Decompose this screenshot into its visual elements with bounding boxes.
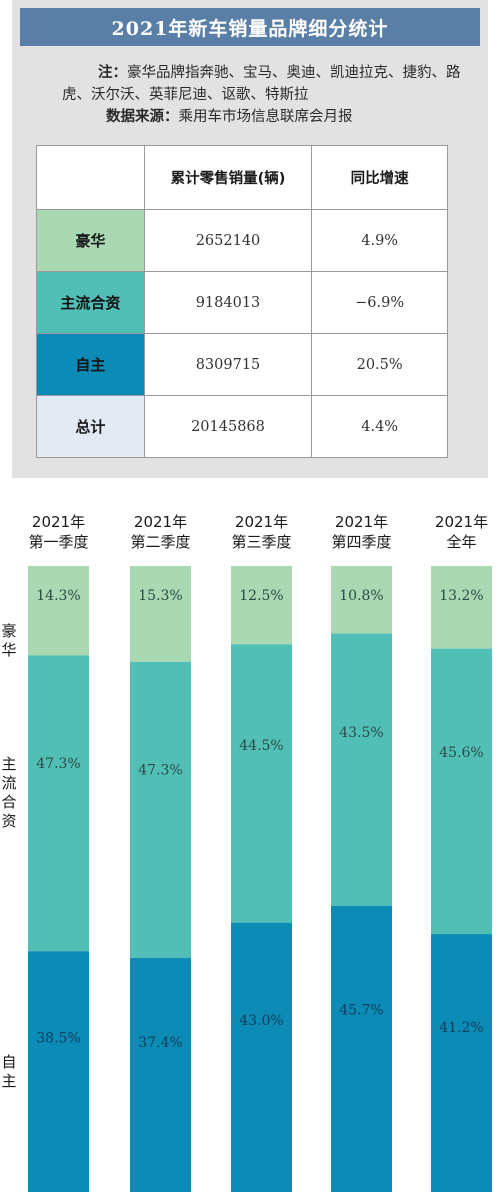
- table-row: 豪华 2652140 4.9%: [36, 209, 448, 272]
- category-label: 2021年 全年: [434, 513, 489, 551]
- table-cell-growth: 20.5%: [311, 333, 448, 396]
- bar-segment: [231, 644, 292, 923]
- category-label: 2021年 第三季度: [231, 513, 292, 551]
- table-cell-sales: 20145868: [143, 395, 313, 458]
- series-label: 主流合资: [1, 755, 17, 830]
- table-cell-sales: 2652140: [143, 209, 313, 272]
- data-label: 45.6%: [439, 745, 483, 761]
- bar-segment: [130, 661, 191, 958]
- page-title: 2021年新车销量品牌细分统计: [20, 8, 480, 46]
- data-label: 44.5%: [239, 738, 283, 754]
- source-label: 数据来源：: [106, 109, 179, 125]
- table-cell-growth: 4.9%: [311, 209, 448, 272]
- bar-segment: [130, 957, 191, 1192]
- data-label: 43.0%: [239, 1013, 283, 1029]
- note-text: 注：豪华品牌指奔驰、宝马、奥迪、凯迪拉克、捷豹、路虎、沃尔沃、英菲尼迪、讴歌、特…: [62, 62, 482, 106]
- series-label: 豪华: [1, 622, 17, 659]
- bar-segment: [431, 934, 492, 1192]
- sales-table: 累计零售销量(辆) 同比增速 豪华 2652140 4.9% 主流合资 9184…: [36, 145, 448, 458]
- bar-segment: [130, 566, 191, 662]
- table-header-cell: [36, 145, 145, 210]
- bar-segment: [231, 566, 292, 645]
- bar-segment: [28, 951, 89, 1192]
- data-label: 13.2%: [439, 588, 483, 604]
- table-cell-sales: 8309715: [143, 333, 313, 396]
- note-content: 豪华品牌指奔驰、宝马、奥迪、凯迪拉克、捷豹、路虎、沃尔沃、英菲尼迪、讴歌、特斯拉: [62, 65, 461, 103]
- table-row: 自主 8309715 20.5%: [36, 333, 448, 396]
- data-label: 10.8%: [339, 588, 383, 604]
- table-row: 总计 20145868 4.4%: [36, 395, 448, 458]
- table-row-name: 自主: [36, 333, 145, 396]
- data-label: 43.5%: [339, 725, 383, 741]
- note-label: 注：: [98, 65, 127, 81]
- data-label: 47.3%: [36, 756, 80, 772]
- bar-segment: [28, 566, 89, 656]
- source-content: 乘用车市场信息联席会月报: [178, 109, 353, 125]
- table-header-row: 累计零售销量(辆) 同比增速: [36, 145, 448, 210]
- data-label: 12.5%: [239, 588, 283, 604]
- category-label: 2021年 第四季度: [331, 513, 392, 551]
- data-label: 45.7%: [339, 1003, 383, 1019]
- data-label: 14.3%: [36, 588, 80, 604]
- data-label: 47.3%: [138, 762, 182, 778]
- bar-segment: [331, 566, 392, 634]
- table-row-name: 总计: [36, 395, 145, 458]
- bar-segment: [28, 655, 89, 952]
- table-cell-sales: 9184013: [143, 271, 313, 334]
- bar-segment: [331, 905, 392, 1192]
- data-label: 15.3%: [138, 588, 182, 604]
- table-cell-growth: −6.9%: [311, 271, 448, 334]
- bar-segment: [431, 566, 492, 649]
- table-header-cell: 累计零售销量(辆): [143, 145, 313, 210]
- data-label: 37.4%: [138, 1035, 182, 1051]
- source-text: 数据来源：乘用车市场信息联席会月报: [106, 106, 500, 128]
- bar-segment: [331, 633, 392, 906]
- bar-segment: [231, 922, 292, 1192]
- table-cell-growth: 4.4%: [311, 395, 448, 458]
- bar-segment: [431, 648, 492, 935]
- category-label: 2021年 第一季度: [28, 513, 89, 551]
- summary-panel: 2021年新车销量品牌细分统计 注：豪华品牌指奔驰、宝马、奥迪、凯迪拉克、捷豹、…: [12, 0, 488, 478]
- category-label: 2021年 第二季度: [130, 513, 191, 551]
- data-label: 38.5%: [36, 1031, 80, 1047]
- data-label: 41.2%: [439, 1020, 483, 1036]
- series-label: 自主: [1, 1053, 17, 1090]
